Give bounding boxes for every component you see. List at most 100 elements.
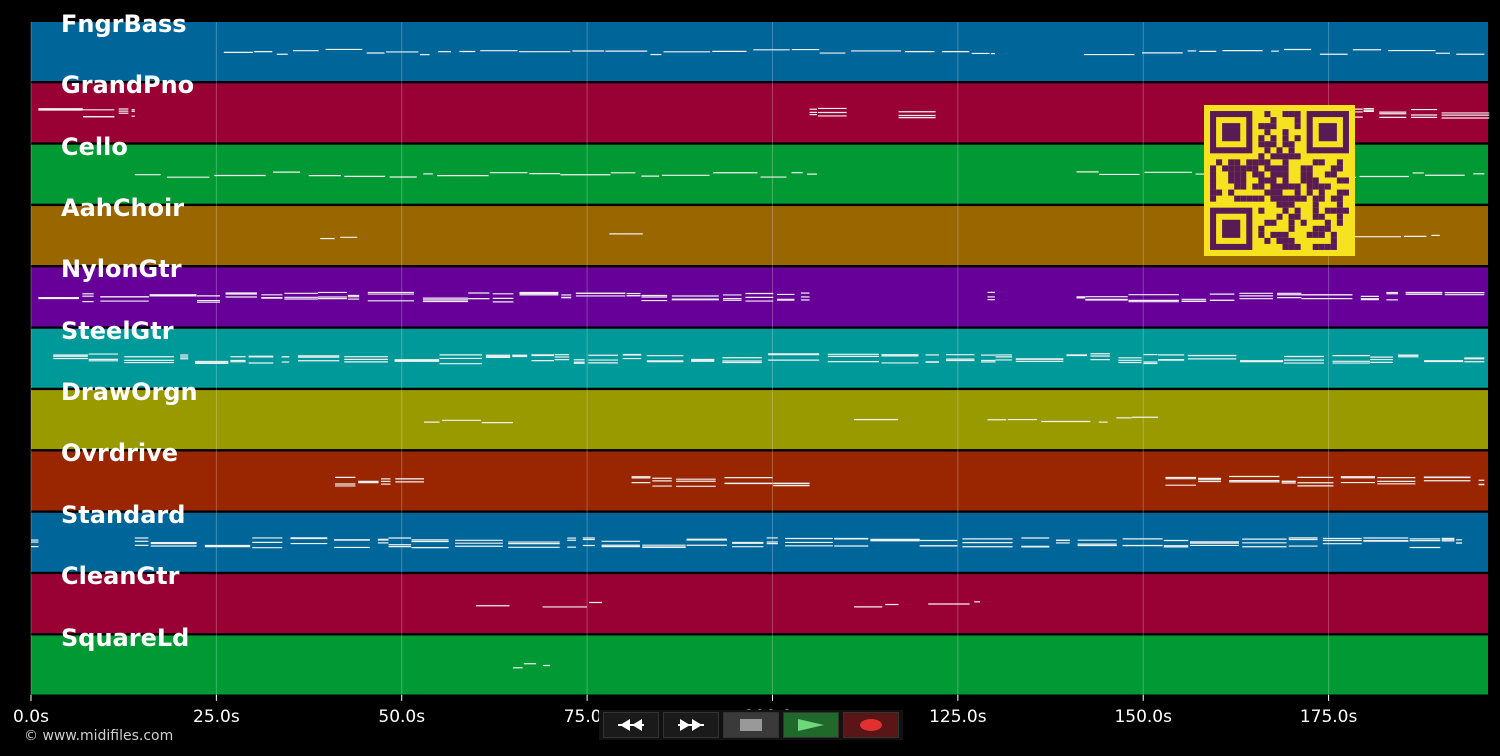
qr-module <box>1342 207 1349 214</box>
qr-module <box>1222 165 1229 172</box>
qr-module <box>1246 165 1253 172</box>
track-label: FngrBass <box>61 10 187 38</box>
qr-module <box>1210 189 1217 196</box>
qr-module <box>1342 177 1349 184</box>
qr-module <box>1324 225 1331 232</box>
qr-module <box>1252 183 1259 190</box>
qr-module <box>1258 141 1265 148</box>
qr-module <box>1270 189 1277 196</box>
qr-module <box>1246 195 1253 202</box>
qr-module <box>1210 183 1217 190</box>
qr-module <box>1330 207 1337 214</box>
qr-module <box>1234 165 1241 172</box>
qr-module <box>1306 165 1313 172</box>
qr-module <box>1288 201 1295 208</box>
qr-finder-core <box>1318 123 1337 142</box>
qr-module <box>1228 189 1235 196</box>
qr-module <box>1300 165 1307 172</box>
qr-module <box>1282 171 1289 178</box>
qr-module <box>1336 189 1343 196</box>
qr-module <box>1288 219 1295 226</box>
track-label: GrandPno <box>61 71 195 100</box>
qr-module <box>1318 225 1325 232</box>
qr-module <box>1330 243 1337 250</box>
qr-module <box>1288 213 1295 220</box>
qr-module <box>1294 189 1301 196</box>
qr-module <box>1282 159 1289 166</box>
qr-module <box>1300 195 1307 202</box>
qr-module <box>1318 195 1325 202</box>
record-button[interactable] <box>843 712 899 738</box>
qr-module <box>1294 117 1301 124</box>
qr-module <box>1288 141 1295 148</box>
qr-module <box>1258 183 1265 190</box>
stop-icon <box>740 719 762 731</box>
fast-forward-button[interactable] <box>663 712 719 738</box>
qr-module <box>1258 225 1265 232</box>
qr-module <box>1240 195 1247 202</box>
qr-module <box>1240 165 1247 172</box>
qr-module <box>1270 135 1277 142</box>
rewind-button[interactable] <box>603 712 659 738</box>
qr-module <box>1258 135 1265 142</box>
qr-module <box>1336 207 1343 214</box>
qr-module <box>1270 165 1277 172</box>
qr-module <box>1294 111 1301 118</box>
qr-module <box>1234 195 1241 202</box>
qr-module <box>1330 171 1337 178</box>
qr-module <box>1288 183 1295 190</box>
qr-module <box>1240 171 1247 178</box>
qr-module <box>1282 207 1289 214</box>
qr-module <box>1234 177 1241 184</box>
qr-module <box>1210 177 1217 184</box>
qr-module <box>1318 213 1325 220</box>
qr-module <box>1264 165 1271 172</box>
qr-module <box>1282 165 1289 172</box>
qr-module <box>1312 231 1319 238</box>
stop-button[interactable] <box>723 712 779 738</box>
qr-module <box>1294 243 1301 250</box>
qr-module <box>1264 123 1271 130</box>
qr-module <box>1294 195 1301 202</box>
time-tick-label: 50.0s <box>378 707 426 727</box>
qr-module <box>1234 183 1241 190</box>
qr-module <box>1294 135 1301 142</box>
qr-module <box>1342 189 1349 196</box>
qr-module <box>1210 195 1217 202</box>
qr-module <box>1288 195 1295 202</box>
qr-module <box>1264 147 1271 154</box>
qr-module <box>1300 219 1307 226</box>
time-tick-label: 0.0s <box>13 707 49 727</box>
qr-module <box>1294 213 1301 220</box>
track-label: DrawOrgn <box>61 378 198 407</box>
qr-module <box>1264 177 1271 184</box>
qr-module <box>1312 183 1319 190</box>
qr-module <box>1270 219 1277 226</box>
qr-module <box>1270 195 1277 202</box>
track-band <box>31 574 1488 634</box>
qr-module <box>1330 231 1337 238</box>
qr-module <box>1336 195 1343 202</box>
qr-module <box>1288 225 1295 232</box>
qr-module <box>1240 177 1247 184</box>
qr-module <box>1276 171 1283 178</box>
qr-module <box>1318 183 1325 190</box>
qr-module <box>1270 177 1277 184</box>
qr-module <box>1318 243 1325 250</box>
qr-module <box>1258 231 1265 238</box>
qr-module <box>1252 195 1259 202</box>
track-band <box>31 22 1488 81</box>
qr-module <box>1258 195 1265 202</box>
track-label: CleanGtr <box>61 562 180 591</box>
qr-module <box>1300 171 1307 178</box>
track-band <box>31 635 1488 695</box>
qr-module <box>1270 141 1277 148</box>
play-button[interactable] <box>783 712 839 738</box>
qr-module <box>1276 165 1283 172</box>
qr-module <box>1228 177 1235 184</box>
qr-module <box>1258 171 1265 178</box>
qr-module <box>1270 183 1277 190</box>
qr-module <box>1282 243 1289 250</box>
track-label: Ovrdrive <box>61 439 179 468</box>
qr-module <box>1306 189 1313 196</box>
